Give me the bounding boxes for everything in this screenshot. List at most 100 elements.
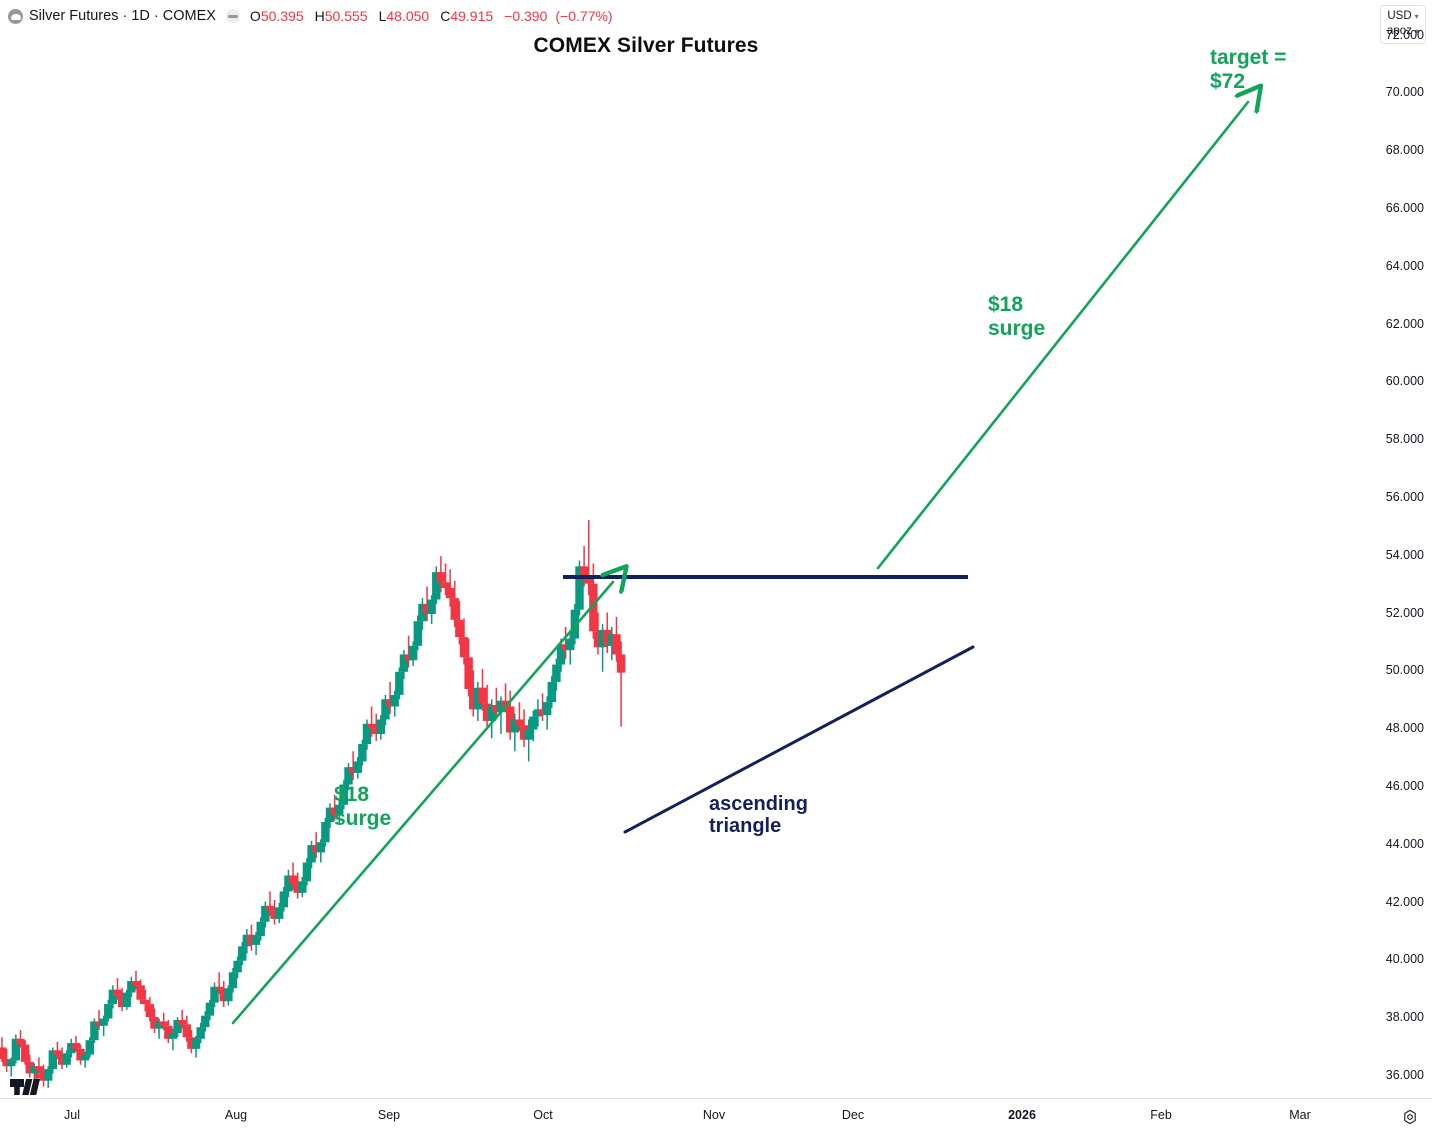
candle-body: [261, 905, 270, 922]
candle-body: [76, 1048, 85, 1061]
candle-body: [25, 1061, 34, 1074]
symbol-title[interactable]: Silver Futures · 1D · COMEX: [29, 8, 216, 24]
time-tick: Jul: [64, 1108, 80, 1122]
price-tick: 48.000: [1385, 721, 1424, 736]
candle-body: [519, 725, 529, 740]
candle-body: [575, 566, 584, 610]
price-tick: 38.000: [1385, 1010, 1424, 1025]
candle-body: [408, 645, 418, 661]
candle-body: [464, 657, 473, 690]
candle-body: [131, 980, 141, 986]
candle-body: [238, 946, 247, 961]
candle-body: [242, 934, 252, 947]
candle-body: [607, 634, 617, 646]
candle-body: [191, 1038, 201, 1049]
eye-hidden-icon[interactable]: [225, 9, 240, 23]
currency-label: USD: [1387, 10, 1412, 22]
candle-body: [302, 862, 312, 882]
candle-body: [311, 845, 321, 853]
candle-body: [367, 723, 376, 729]
chevron-down-icon[interactable]: ▾: [1414, 12, 1419, 21]
candle-body: [11, 1038, 21, 1061]
pattern-label[interactable]: ascending triangle: [709, 793, 808, 838]
unit-row[interactable]: apoz ▾: [1381, 24, 1425, 39]
candle-body: [482, 703, 492, 721]
candle-body: [441, 582, 450, 589]
currency-unit-selector[interactable]: USD ▾ apoz ▾: [1380, 5, 1426, 44]
price-tick: 68.000: [1385, 143, 1424, 158]
price-axis[interactable]: USD ▾ apoz ▾ 72.000 70.000 68.000 66.000 64.…: [1374, 0, 1432, 1098]
price-tick: 56.000: [1385, 489, 1424, 504]
price-tick: 46.000: [1385, 778, 1424, 793]
candle-body: [279, 891, 289, 908]
candle-body: [288, 875, 298, 885]
candle-body: [210, 986, 219, 1003]
candle-body: [85, 1040, 94, 1055]
price-tick: 58.000: [1385, 432, 1424, 447]
ohlc-open: O 50.395: [249, 8, 304, 24]
surge-label-lower[interactable]: $18 surge: [334, 783, 392, 830]
axis-settings-icon[interactable]: [1402, 1109, 1418, 1125]
candle-body: [7, 1060, 16, 1067]
candle-body: [117, 995, 127, 1007]
candle-body: [478, 687, 487, 704]
chart-plot-area[interactable]: $18 surge $18 surge target = $72 ascending …: [0, 0, 1374, 1098]
candle-body: [404, 654, 413, 661]
candle-body: [159, 1021, 168, 1026]
candle-body: [251, 936, 261, 945]
candle-body: [501, 700, 510, 707]
time-axis[interactable]: Jul Aug Sep Oct Nov Dec 2026 Feb Mar: [0, 1098, 1432, 1133]
candle-body: [104, 1004, 113, 1019]
target-label[interactable]: target = $72: [1210, 46, 1287, 93]
candle-body: [293, 884, 302, 893]
candle-body: [547, 681, 556, 703]
candle-body: [566, 638, 575, 651]
price-tick: 60.000: [1385, 374, 1424, 389]
candle-body: [510, 719, 520, 733]
candle-body: [122, 992, 131, 1007]
candle-body: [108, 989, 118, 1005]
candle-body: [141, 999, 150, 1005]
candle-body: [570, 609, 580, 639]
candle-body: [80, 1054, 90, 1061]
candle-body: [362, 723, 372, 745]
silver-futures-icon: [8, 8, 23, 24]
candle-body: [395, 671, 404, 695]
drawings-layer: [231, 0, 1374, 1025]
ohlc-close: C 49.915: [440, 8, 494, 24]
candle-body: [542, 702, 552, 716]
candle-body: [450, 598, 459, 620]
ohlc-high: H 50.555: [314, 8, 368, 24]
chart-legend: Silver Futures · 1D · COMEX O 50.395 H 50.…: [8, 7, 619, 25]
candle-body: [168, 1032, 178, 1039]
candle-body: [325, 807, 335, 823]
tradingview-logo[interactable]: [10, 1073, 44, 1095]
candle-body: [113, 989, 122, 996]
chevron-down-icon[interactable]: ▾: [1414, 27, 1419, 36]
candle-body: [196, 1027, 205, 1039]
price-tick: 40.000: [1385, 952, 1424, 967]
time-tick: Dec: [841, 1108, 865, 1122]
candle-body: [53, 1050, 62, 1055]
time-tick: Feb: [1150, 1108, 1172, 1122]
candle-body: [90, 1021, 99, 1041]
candle-body: [247, 934, 256, 945]
candle-body: [99, 1018, 108, 1026]
price-tick: 44.000: [1385, 836, 1424, 851]
time-tick: Oct: [533, 1108, 553, 1122]
time-tick: Mar: [1289, 1108, 1311, 1122]
surge-label-upper[interactable]: $18 surge: [988, 293, 1046, 340]
candle-body: [265, 905, 275, 911]
candle-body: [228, 972, 238, 989]
surge-arrow-lower[interactable]: [231, 582, 613, 1025]
candle-body: [579, 566, 589, 578]
candle-body: [459, 637, 469, 658]
currency-row[interactable]: USD ▾: [1381, 9, 1425, 24]
candle-body: [284, 875, 293, 892]
candle-body: [344, 767, 353, 785]
candle-body: [538, 709, 547, 716]
surge-arrow-upper[interactable]: [876, 102, 1248, 570]
change-absolute: −0.390: [504, 8, 548, 24]
candle-body: [598, 629, 607, 648]
candle-body: [136, 985, 145, 1000]
